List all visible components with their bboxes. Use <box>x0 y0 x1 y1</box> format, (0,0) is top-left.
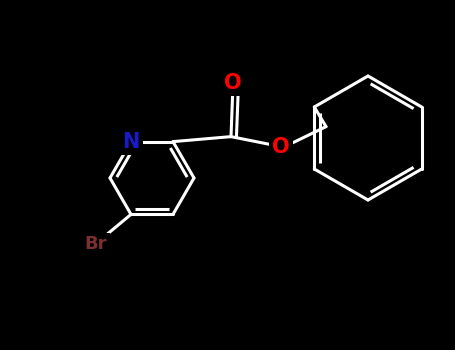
Text: Br: Br <box>85 235 107 253</box>
Text: N: N <box>122 132 140 152</box>
Text: O: O <box>224 73 242 93</box>
Text: O: O <box>272 136 290 157</box>
